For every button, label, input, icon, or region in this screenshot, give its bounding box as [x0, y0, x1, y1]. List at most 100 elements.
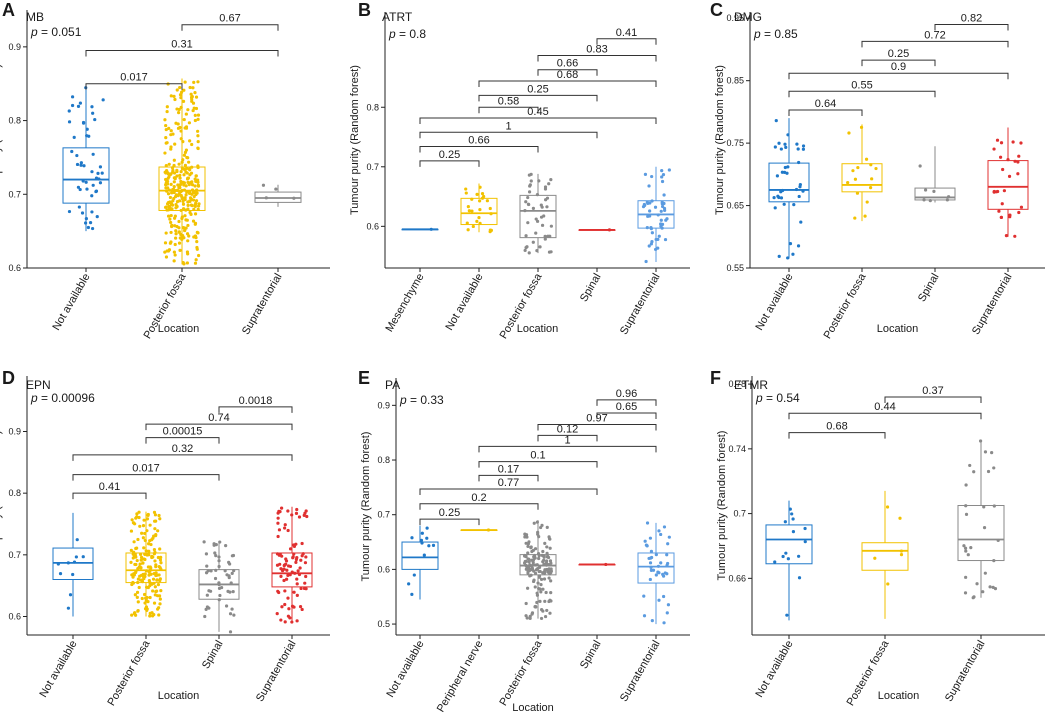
comparison-pvalue: 0.0018	[239, 395, 273, 407]
data-point	[164, 205, 168, 209]
data-point	[288, 547, 293, 551]
x-tick-label: Supratentorial	[943, 639, 988, 704]
data-point	[662, 525, 667, 529]
data-point	[478, 199, 482, 203]
data-point	[186, 203, 190, 207]
panel-E: E PAp = 0.33 0.5 0.6 0.7 0.8 0.9 Tumour purity …	[358, 368, 690, 714]
data-point	[898, 516, 902, 520]
data-point	[173, 224, 177, 228]
data-point	[178, 85, 182, 90]
data-point	[1019, 141, 1023, 145]
data-point	[798, 183, 802, 187]
data-point	[194, 258, 198, 262]
data-point	[173, 142, 177, 146]
data-point	[166, 214, 171, 218]
data-point	[142, 546, 146, 550]
data-point	[178, 93, 183, 97]
x-tick-label: Supratentorial	[970, 272, 1015, 337]
data-point	[283, 589, 287, 593]
data-point	[856, 165, 860, 170]
data-point	[101, 98, 105, 102]
data-point	[667, 168, 671, 172]
data-point	[470, 209, 474, 213]
comparison-pvalue: 0.66	[557, 58, 578, 70]
data-point	[67, 109, 71, 113]
box-peripheral-nerve	[460, 528, 498, 532]
data-point	[662, 594, 666, 599]
y-tick-label: 0.7	[377, 510, 390, 520]
data-point	[539, 590, 543, 594]
data-point	[86, 225, 91, 230]
data-point	[181, 199, 185, 203]
data-point	[182, 117, 186, 122]
comparison-bracket	[478, 80, 657, 88]
data-point	[1013, 234, 1017, 238]
comparison-bracket	[537, 69, 598, 76]
data-point	[195, 239, 199, 244]
data-point	[667, 535, 671, 539]
comparison-bracket	[145, 437, 220, 444]
data-point	[524, 200, 528, 204]
data-point	[295, 593, 299, 598]
data-point	[154, 534, 158, 538]
data-point	[159, 561, 163, 565]
data-point	[177, 107, 181, 112]
data-point	[654, 553, 658, 557]
data-point	[153, 550, 157, 554]
data-point	[191, 198, 196, 202]
data-point	[1011, 140, 1015, 144]
data-point	[146, 513, 150, 517]
data-point	[782, 202, 786, 206]
comparison-bracket	[537, 423, 657, 431]
data-point	[647, 244, 651, 248]
data-point	[294, 560, 298, 564]
panel-letter: D	[2, 368, 15, 388]
data-point	[279, 567, 283, 571]
p-value: p = 0.85	[753, 27, 798, 41]
data-point	[167, 162, 171, 166]
data-point	[645, 544, 649, 548]
data-point	[660, 222, 665, 226]
data-point	[545, 196, 550, 200]
data-point	[797, 194, 801, 199]
data-point	[644, 259, 648, 264]
data-point	[488, 230, 492, 234]
data-point	[148, 539, 152, 543]
x-axis-label: Location	[158, 323, 200, 335]
data-point	[545, 205, 549, 209]
y-tick-label: 0.5	[377, 619, 390, 629]
data-point	[157, 613, 161, 617]
data-point	[864, 157, 869, 161]
data-point	[295, 619, 299, 623]
data-point	[88, 221, 93, 225]
data-point	[194, 174, 198, 178]
y-axis-label: Tumour purity (Random forest)	[716, 431, 728, 581]
data-point	[972, 595, 976, 599]
data-point	[642, 594, 646, 598]
data-point	[152, 601, 157, 605]
data-point	[797, 160, 801, 165]
data-point	[997, 209, 1001, 213]
data-point	[286, 509, 290, 513]
data-point	[153, 527, 157, 531]
data-point	[279, 574, 283, 578]
data-point	[485, 199, 489, 203]
data-point	[304, 509, 308, 513]
data-point	[163, 118, 167, 122]
data-point	[184, 112, 188, 116]
data-point	[172, 94, 176, 98]
data-point	[190, 192, 194, 196]
data-point	[194, 95, 199, 99]
comparison-pvalue: 1	[505, 120, 511, 132]
data-point	[296, 569, 300, 573]
data-point	[90, 210, 94, 214]
y-tick-label: 0.7	[8, 550, 21, 560]
data-point	[648, 209, 652, 213]
data-point	[85, 187, 89, 191]
data-point	[193, 212, 198, 216]
data-point	[534, 605, 538, 609]
data-point	[184, 170, 188, 174]
data-point	[666, 542, 670, 546]
data-point	[163, 151, 167, 155]
data-point	[545, 567, 549, 572]
